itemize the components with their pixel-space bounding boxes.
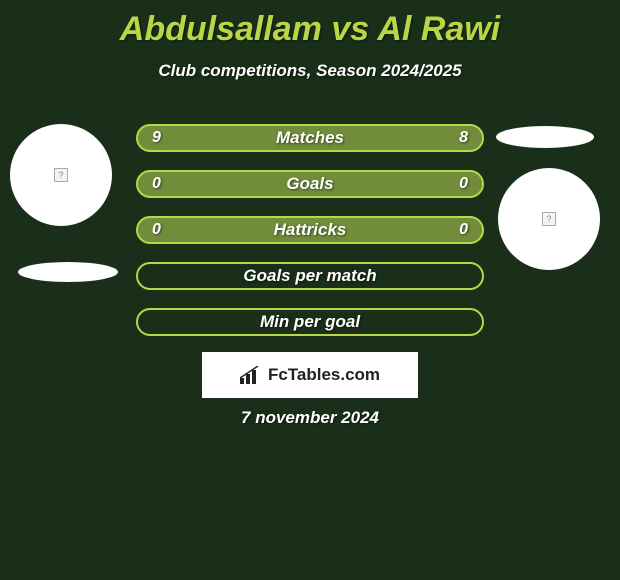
- source-logo: FcTables.com: [202, 352, 418, 398]
- stat-value-right: 8: [459, 129, 468, 147]
- subtitle: Club competitions, Season 2024/2025: [0, 61, 620, 81]
- stat-value-left: 0: [152, 175, 161, 193]
- stat-value-right: 0: [459, 221, 468, 239]
- stat-row: Goals per match: [136, 262, 484, 290]
- stats-container: 9 Matches 8 0 Goals 0 0 Hattricks 0 Goals per mat…: [136, 124, 484, 354]
- stat-value-right: 0: [459, 175, 468, 193]
- stat-label: Goals: [286, 174, 333, 194]
- logo-text: FcTables.com: [268, 365, 380, 385]
- stat-label: Goals per match: [243, 266, 376, 286]
- player2-shadow: [496, 126, 594, 148]
- stat-row: 0 Hattricks 0: [136, 216, 484, 244]
- player2-portrait: [498, 168, 600, 270]
- player1-name: Abdulsallam: [120, 10, 322, 48]
- player2-name: Al Rawi: [377, 10, 500, 48]
- stat-row: 9 Matches 8: [136, 124, 484, 152]
- stat-value-left: 9: [152, 129, 161, 147]
- date-text: 7 november 2024: [0, 408, 620, 428]
- stat-label: Matches: [276, 128, 344, 148]
- stat-label: Hattricks: [274, 220, 347, 240]
- stat-row: 0 Goals 0: [136, 170, 484, 198]
- stat-label: Min per goal: [260, 312, 360, 332]
- player1-portrait: [10, 124, 112, 226]
- comparison-title: Abdulsallam vs Al Rawi: [0, 0, 620, 49]
- missing-image-icon: [54, 168, 68, 182]
- player1-shadow: [18, 262, 118, 282]
- vs-text: vs: [331, 10, 369, 48]
- missing-image-icon: [542, 212, 556, 226]
- stat-value-left: 0: [152, 221, 161, 239]
- stat-row: Min per goal: [136, 308, 484, 336]
- bars-icon: [240, 366, 262, 384]
